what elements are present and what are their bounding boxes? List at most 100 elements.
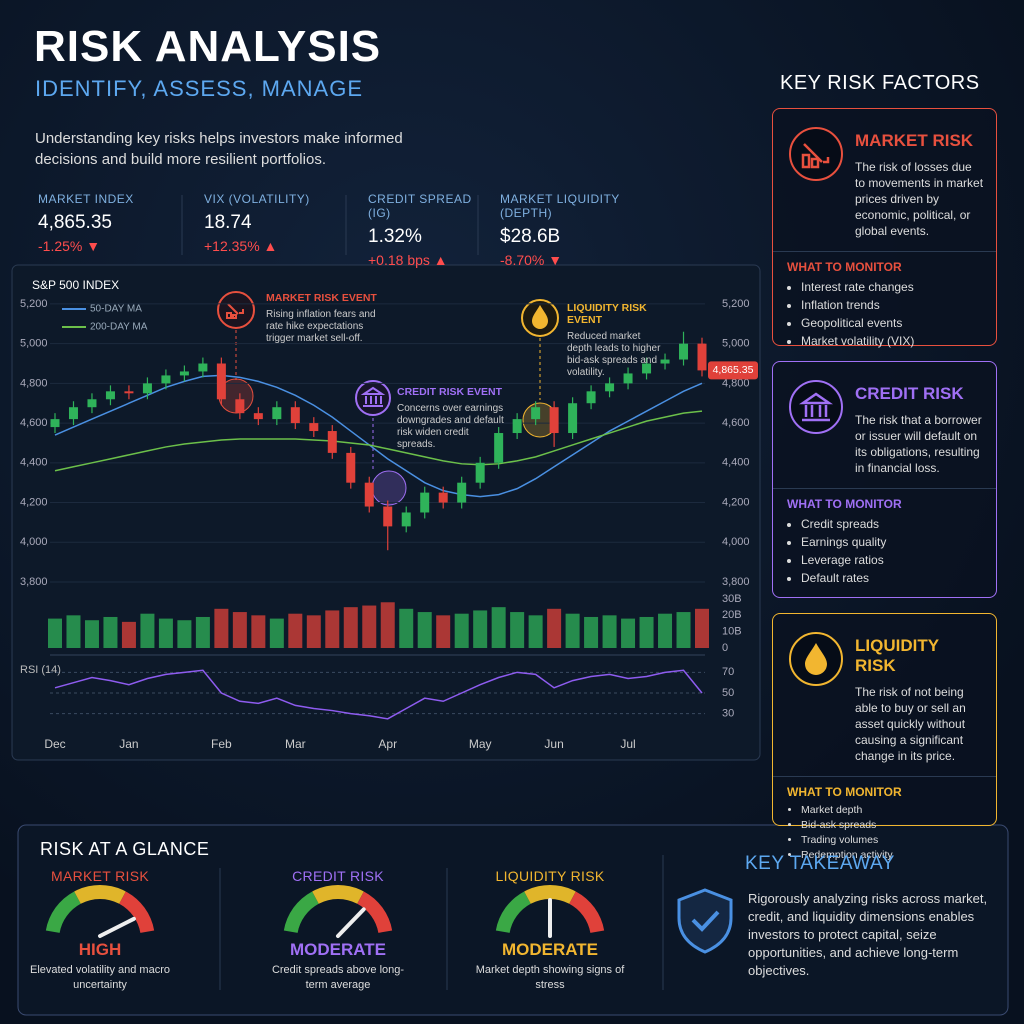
annotation-title: MARKET RISK EVENT <box>266 292 377 304</box>
candle-body <box>475 462 485 483</box>
y-tick-label: 4,200 <box>722 496 750 508</box>
volume-bar <box>473 610 488 648</box>
y-tick-label: 4,800 <box>20 377 48 389</box>
gauge-segment <box>74 885 126 904</box>
x-tick-label: May <box>469 737 492 751</box>
rsi-tick-label: 50 <box>722 687 734 699</box>
gauge-title: LIQUIDITY RISK <box>495 868 605 884</box>
volume-bar <box>66 615 81 648</box>
gauge-text: Credit spreads above long-term average <box>271 964 405 991</box>
y-tick-label: 4,600 <box>722 417 750 429</box>
gauge-segment <box>45 891 82 934</box>
volume-bar <box>639 616 654 648</box>
candle-body <box>457 482 467 503</box>
y-tick-label: 4,400 <box>722 457 750 469</box>
card-icon <box>789 380 843 434</box>
annotation: LIQUIDITY RISK EVENT Reduced market depth… <box>567 302 667 379</box>
stat-value: 1.32% <box>368 226 422 247</box>
monitor-item: Geopolitical events <box>801 314 984 332</box>
volume-bar <box>232 612 247 648</box>
candle-body <box>272 407 282 420</box>
x-tick-label: Jan <box>119 737 138 751</box>
gauge-level: HIGH <box>78 940 122 959</box>
annotation: MARKET RISK EVENT Rising inflation fears … <box>266 292 378 345</box>
volume-bar <box>84 620 99 648</box>
shield-check <box>691 910 720 932</box>
volume-bar <box>214 608 229 648</box>
monitor-title: WHAT TO MONITOR <box>787 260 902 274</box>
volume-bar <box>565 613 580 648</box>
candle-body <box>586 391 596 404</box>
takeaway-text: Rigorously analyzing risks across market… <box>748 891 988 978</box>
monitor-item: Default rates <box>801 569 984 587</box>
stat-label: VIX (VOLATILITY) <box>204 192 310 206</box>
annotation-title: LIQUIDITY RISK EVENT <box>567 302 647 326</box>
volume-bar <box>658 613 673 648</box>
card-title: CREDIT RISK <box>855 384 964 403</box>
monitor-item: Trading volumes <box>801 833 984 848</box>
candle-body <box>605 383 615 392</box>
volume-tick-label: 30B <box>722 593 742 605</box>
card-rule <box>773 488 996 489</box>
risk-card: LIQUIDITY RISK The risk of not being able… <box>772 613 997 861</box>
x-tick-label: Jun <box>544 737 563 751</box>
volume-bar <box>269 618 284 648</box>
card-body: CREDIT RISK The risk that a borrower or i… <box>855 378 984 476</box>
volume-bar <box>306 615 321 648</box>
monitor-list: Interest rate changesInflation trendsGeo… <box>787 278 984 350</box>
gauge-title: CREDIT RISK <box>292 868 384 884</box>
candle-body <box>679 343 689 360</box>
monitor-item: Bid-ask spreads <box>801 818 984 833</box>
event-highlight <box>371 470 407 506</box>
gauge-text: Market depth showing signs of stress <box>475 964 625 991</box>
stat-label: CREDIT SPREAD (IG) <box>368 192 472 220</box>
volume-bar <box>399 608 414 648</box>
volume-bar <box>454 613 469 648</box>
volume-bar <box>288 613 303 648</box>
chart-title: S&P 500 INDEX <box>32 278 119 292</box>
legend-label: 200-DAY MA <box>90 322 148 333</box>
monitor-list: Market depthBid-ask spreadsTrading volum… <box>787 803 984 863</box>
candle-body <box>623 373 633 384</box>
volume-bar <box>103 616 118 648</box>
gauge: CREDIT RISK MODERATE Credit spreads above … <box>238 868 438 993</box>
icon-glyph <box>805 643 827 675</box>
gauge-segment <box>356 891 393 934</box>
y-tick-label: 5,000 <box>20 338 48 350</box>
volume-tick-label: 0 <box>722 642 728 654</box>
candle-body <box>383 506 393 527</box>
candle-body <box>531 407 541 420</box>
card-head: LIQUIDITY RISK The risk of not being able… <box>787 630 984 764</box>
stat-change: -8.70% ▼ <box>500 252 563 268</box>
volume-bar <box>343 607 358 648</box>
y-tick-label: 4,600 <box>20 417 48 429</box>
y-tick-label: 3,800 <box>722 576 750 588</box>
gauge-arcs <box>45 885 605 938</box>
rsi-tick-label: 30 <box>722 708 734 720</box>
volume-tick-label: 20B <box>722 609 742 621</box>
y-tick-label: 4,000 <box>722 536 750 548</box>
risk-card: MARKET RISK The risk of losses due to mov… <box>772 108 997 348</box>
y-tick-label: 3,800 <box>20 576 48 588</box>
title: RISK ANALYSIS <box>34 22 382 71</box>
stat: MARKET LIQUIDITY (DEPTH) $28.6B -8.70% ▼ <box>500 192 620 268</box>
y-tick-label: 5,000 <box>722 338 750 350</box>
x-tick-label: Jul <box>620 737 635 751</box>
candle-body <box>87 399 97 408</box>
ma-line <box>54 410 703 472</box>
monitor-title: WHAT TO MONITOR <box>787 785 902 799</box>
candle-body <box>161 375 171 384</box>
volume-bar <box>158 618 173 648</box>
card-icon <box>789 632 843 686</box>
stat-value: 18.74 <box>204 212 252 233</box>
volume-bar <box>251 615 266 648</box>
annotation-title: CREDIT RISK EVENT <box>397 386 503 398</box>
y-tick-label: 4,400 <box>20 457 48 469</box>
volume-bar <box>121 621 136 648</box>
annotation-text: Rising inflation fears and rate hike exp… <box>266 309 376 344</box>
monitor-list: Credit spreadsEarnings qualityLeverage r… <box>787 515 984 587</box>
last-price-tag <box>708 361 758 380</box>
icon-ring <box>789 127 843 181</box>
candle-body <box>512 419 522 434</box>
